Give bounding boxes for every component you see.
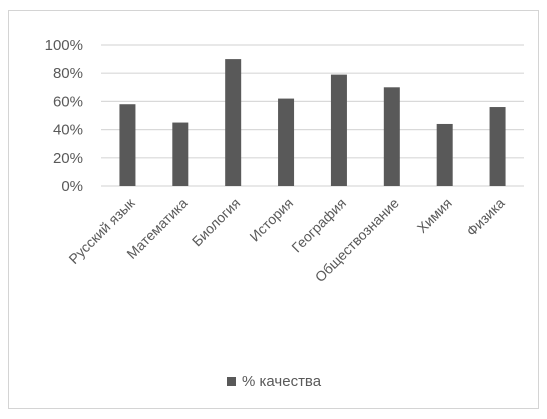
gridlines xyxy=(101,44,524,187)
bar xyxy=(383,87,400,186)
bar xyxy=(330,74,347,186)
bar-chart: 0% 20% 40% 60% 80% 100% Русский языкМатематик… xyxy=(45,37,524,390)
y-tick-label: 100% xyxy=(45,37,83,54)
bar xyxy=(172,122,189,186)
legend: % качества xyxy=(227,373,322,390)
bar xyxy=(489,107,506,186)
x-category-label: Химия xyxy=(414,195,455,236)
y-tick-label: 60% xyxy=(53,93,83,110)
bar xyxy=(278,98,295,186)
y-tick-label: 40% xyxy=(53,122,83,139)
y-tick-label: 0% xyxy=(61,178,83,195)
bar xyxy=(436,123,453,186)
bars xyxy=(119,59,506,186)
x-category-label: История xyxy=(246,195,296,245)
y-tick-label: 80% xyxy=(53,65,83,82)
legend-label: % качества xyxy=(242,373,322,390)
x-category-label: Русский язык xyxy=(65,194,138,267)
chart-area: 0% 20% 40% 60% 80% 100% Русский язык Математик… xyxy=(8,10,539,409)
bar xyxy=(119,104,136,186)
bar xyxy=(225,59,242,186)
y-tick-label: 20% xyxy=(53,150,83,167)
y-axis-ticks: 0% 20% 40% 60% 80% 100% xyxy=(45,37,83,195)
x-category-label: Биология xyxy=(189,195,244,250)
legend-swatch xyxy=(227,377,236,386)
x-category-label: Физика xyxy=(463,195,508,240)
